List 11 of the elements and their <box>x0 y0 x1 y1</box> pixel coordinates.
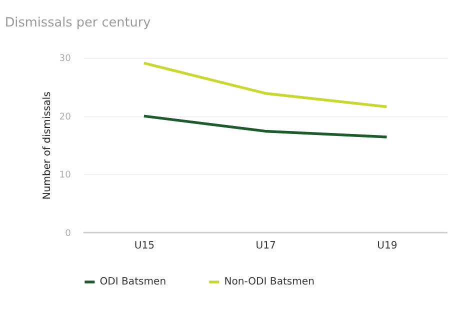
y-tick-label: 20 <box>59 112 72 122</box>
legend-label: Non-ODI Batsmen <box>224 276 314 288</box>
x-tick-label: U17 <box>256 240 276 252</box>
y-axis-title: Number of dismissals <box>42 92 54 200</box>
chart-title: Dismissals per century <box>4 16 152 31</box>
x-tick-label: U15 <box>134 240 154 252</box>
y-tick-label: 10 <box>59 170 72 181</box>
x-tick-label: U19 <box>377 240 398 252</box>
y-tick-label: 0 <box>65 228 72 239</box>
legend-label: ODI Batsmen <box>100 276 166 288</box>
y-tick-label: 30 <box>59 54 72 64</box>
